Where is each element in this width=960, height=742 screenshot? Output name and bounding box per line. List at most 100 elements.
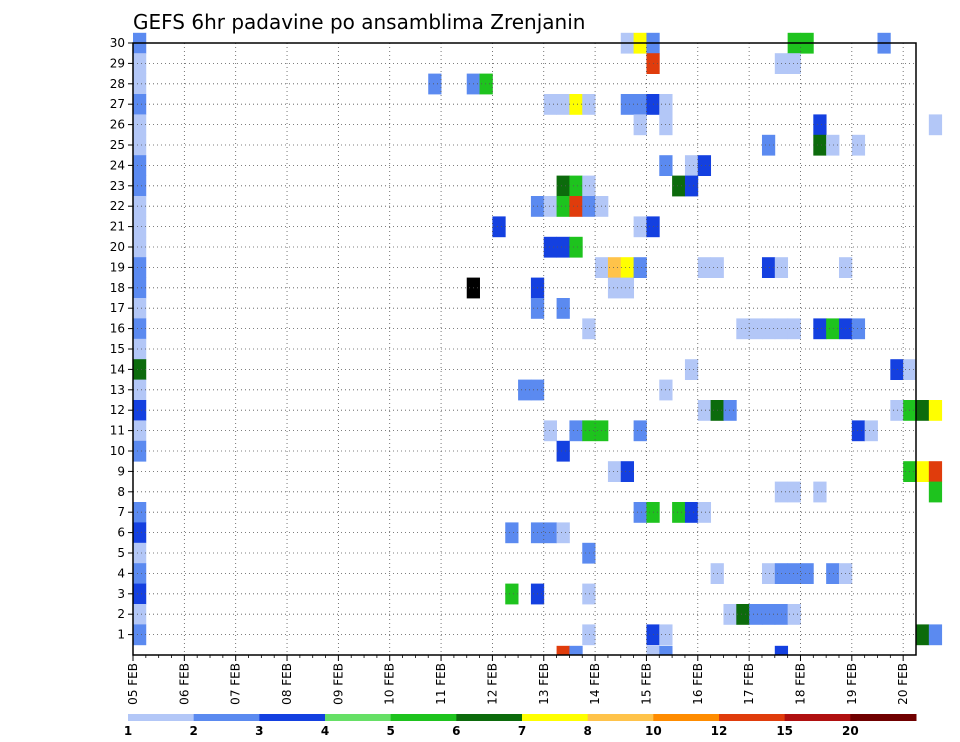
precip-cell — [607, 277, 622, 299]
colorbar-swatch — [259, 714, 326, 721]
colorbar-swatch — [390, 714, 457, 721]
precip-cell — [556, 196, 570, 217]
precip-cell — [646, 645, 660, 656]
precip-cell — [556, 94, 570, 115]
y-tick-label: 24 — [110, 158, 125, 172]
y-tick-label: 9 — [117, 464, 125, 478]
precip-cell — [620, 94, 635, 115]
colorbar-swatch — [587, 714, 654, 721]
x-tick-label: 18 FEB — [794, 663, 808, 705]
y-tick-label: 15 — [110, 342, 125, 356]
precip-cell — [800, 563, 814, 584]
colorbar-label: 8 — [583, 724, 591, 738]
precip-cell — [916, 400, 930, 421]
colorbar-label: 6 — [452, 724, 460, 738]
precip-cell — [826, 318, 840, 340]
x-tick-label: 19 FEB — [845, 663, 859, 705]
y-tick-label: 16 — [110, 322, 125, 336]
y-tick-label: 23 — [110, 179, 125, 193]
precip-cell — [620, 461, 635, 482]
x-tick-label: 11 FEB — [434, 663, 448, 705]
precip-cell — [133, 257, 147, 278]
precip-cell — [133, 298, 147, 319]
colorbar: 1 2 3 4 5 6 7 8 10 12 15 20 — [124, 714, 917, 738]
precip-cell — [133, 624, 147, 646]
precip-cell — [582, 175, 596, 197]
precip-cells — [133, 32, 943, 656]
y-tick-label: 1 — [117, 628, 125, 642]
precip-cell — [620, 257, 635, 278]
precip-cell — [723, 400, 737, 421]
precip-cell — [133, 440, 147, 462]
precip-cell — [505, 583, 519, 605]
precip-cell — [556, 175, 570, 197]
precip-cell — [749, 318, 763, 340]
x-tick-label: 06 FEB — [177, 663, 191, 705]
precip-cell — [133, 73, 147, 95]
y-tick-label: 21 — [110, 220, 125, 234]
precip-cell — [582, 624, 596, 646]
precip-cell — [133, 522, 147, 544]
y-tick-label: 5 — [117, 546, 125, 560]
precip-cell — [787, 53, 801, 74]
y-tick-label: 3 — [117, 587, 125, 601]
y-tick-label: 4 — [117, 566, 125, 580]
precip-cell — [569, 94, 583, 115]
precip-cell — [543, 522, 557, 544]
precip-cell — [787, 604, 801, 625]
colorbar-swatch — [522, 714, 589, 721]
precip-cell — [133, 318, 147, 340]
y-tick-label: 19 — [110, 260, 125, 274]
colorbar-swatch — [456, 714, 523, 721]
y-tick-label: 12 — [110, 403, 125, 417]
precip-cell — [133, 583, 147, 605]
precip-cell — [928, 400, 943, 421]
precip-cell — [582, 420, 596, 442]
colorbar-swatch — [193, 714, 260, 721]
precip-cell — [556, 236, 570, 258]
y-tick-label: 18 — [110, 281, 125, 295]
precip-cell — [736, 318, 750, 340]
colorbar-label: 2 — [189, 724, 197, 738]
precip-cell — [543, 236, 557, 258]
precip-cell — [761, 318, 776, 340]
colorbar-swatch — [128, 714, 195, 721]
colorbar-label: 15 — [776, 724, 793, 738]
x-tick-label: 05 FEB — [126, 663, 140, 705]
x-tick-label: 08 FEB — [280, 663, 294, 705]
precip-cell — [813, 114, 827, 136]
precip-cell — [133, 53, 147, 74]
precip-cell — [607, 257, 622, 278]
y-tick-label: 28 — [110, 77, 125, 91]
precip-cell — [505, 522, 519, 544]
y-tick-label: 17 — [110, 301, 125, 315]
x-tick-label: 07 FEB — [229, 663, 243, 705]
precip-cell — [851, 420, 866, 442]
precip-cell — [543, 196, 557, 217]
y-tick-label: 14 — [110, 362, 125, 376]
x-tick-label: 09 FEB — [331, 663, 345, 705]
precip-cell — [697, 400, 712, 421]
precip-cell — [582, 94, 596, 115]
precip-cell — [620, 277, 635, 299]
precip-cell — [492, 216, 506, 238]
chart-title: GEFS 6hr padavine po ansamblima Zrenjani… — [133, 10, 585, 34]
precip-cell — [133, 114, 147, 136]
x-tick-label: 14 FEB — [588, 663, 602, 705]
precip-cell — [826, 134, 840, 156]
precip-cell — [761, 134, 776, 156]
x-tick-label: 13 FEB — [537, 663, 551, 705]
precip-cell — [826, 563, 840, 584]
precip-cell — [133, 94, 147, 115]
precip-cell — [133, 400, 147, 421]
precip-cell — [633, 94, 647, 115]
precip-cell — [851, 318, 866, 340]
precip-cell — [556, 522, 570, 544]
precip-cell — [672, 175, 686, 197]
precip-cell — [928, 624, 943, 646]
colorbar-swatch — [325, 714, 392, 721]
precip-cell — [851, 134, 866, 156]
x-tick-label: 12 FEB — [485, 663, 499, 705]
precip-cell — [133, 196, 147, 217]
x-tick-label: 17 FEB — [742, 663, 756, 705]
